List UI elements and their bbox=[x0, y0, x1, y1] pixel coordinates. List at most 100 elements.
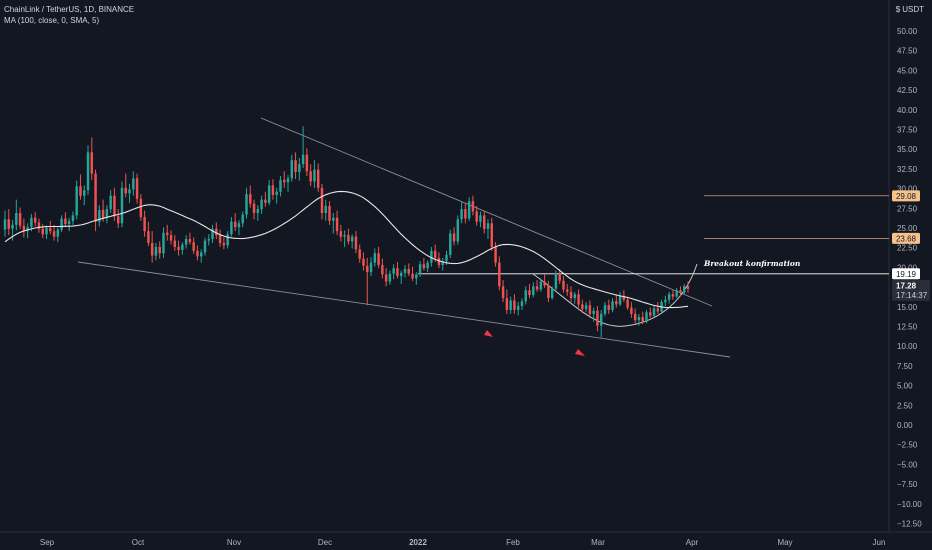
price-tag-label: 29.08 bbox=[896, 192, 917, 201]
candle-body bbox=[173, 240, 177, 247]
candle-body bbox=[41, 228, 44, 235]
price-tag-box bbox=[892, 268, 920, 280]
candle-body bbox=[415, 274, 418, 279]
candle bbox=[256, 205, 260, 221]
candle-body bbox=[324, 205, 327, 214]
price-tick-label: 35.00 bbox=[897, 145, 918, 154]
candle bbox=[532, 282, 535, 298]
candle bbox=[449, 229, 452, 258]
candle-body bbox=[362, 258, 365, 266]
candle-body bbox=[86, 152, 90, 191]
candle-body bbox=[67, 220, 71, 225]
candle-body bbox=[166, 232, 169, 236]
candle-body bbox=[471, 201, 475, 212]
candle-body bbox=[535, 286, 539, 290]
time-axis[interactable]: Sep Oct Nov Dec 2022 Feb Mar Apr May Jun bbox=[40, 538, 886, 547]
candle bbox=[52, 224, 56, 241]
candle bbox=[584, 302, 588, 313]
price-tag: 23.68 bbox=[892, 232, 920, 244]
currency-selector[interactable]: $ USDT bbox=[896, 5, 924, 14]
candle-body bbox=[60, 218, 63, 230]
candle-body bbox=[249, 194, 252, 204]
candle-body bbox=[411, 273, 414, 279]
candle-body bbox=[154, 246, 158, 256]
candle bbox=[381, 258, 384, 279]
time-tick-label: Dec bbox=[318, 538, 332, 547]
candle-body bbox=[181, 244, 184, 251]
candle bbox=[98, 205, 101, 227]
candle bbox=[294, 152, 297, 180]
candle bbox=[516, 302, 520, 316]
candle bbox=[452, 227, 456, 246]
candle-body bbox=[675, 290, 678, 297]
candle bbox=[347, 228, 350, 245]
candle bbox=[120, 181, 124, 228]
candle-body bbox=[147, 231, 150, 243]
candle-body bbox=[271, 185, 275, 195]
candle bbox=[147, 221, 150, 247]
candle-body bbox=[49, 228, 52, 232]
candle-body bbox=[381, 265, 384, 275]
candle bbox=[60, 215, 63, 232]
candle bbox=[615, 294, 618, 308]
candle bbox=[407, 263, 410, 277]
candle-body bbox=[120, 187, 124, 224]
candle bbox=[547, 280, 550, 303]
candle-body bbox=[22, 225, 26, 232]
candle bbox=[124, 173, 127, 198]
candle-body bbox=[188, 239, 192, 243]
candle bbox=[143, 210, 146, 237]
time-tick-label: Mar bbox=[591, 538, 605, 547]
candle-body bbox=[139, 198, 143, 217]
candle-body bbox=[569, 291, 573, 299]
candle bbox=[184, 235, 188, 249]
upper-trendline bbox=[260, 117, 713, 307]
symbol-title[interactable]: ChainLink / TetherUS, 1D, BINANCE bbox=[4, 5, 135, 14]
price-tick-label: 50.00 bbox=[897, 27, 918, 36]
candle bbox=[105, 205, 109, 224]
candle bbox=[683, 283, 686, 295]
candle-body bbox=[403, 268, 407, 273]
candle bbox=[252, 199, 256, 220]
candle bbox=[226, 231, 229, 249]
candle bbox=[392, 264, 395, 280]
candle-body bbox=[275, 191, 278, 195]
indicator-label[interactable]: MA (100, close, 0, SMA, 5) bbox=[4, 16, 100, 25]
candle bbox=[592, 307, 595, 322]
candle bbox=[505, 289, 509, 314]
candle-body bbox=[671, 294, 675, 297]
candle bbox=[633, 308, 637, 324]
candle bbox=[539, 278, 543, 292]
candle bbox=[415, 272, 418, 285]
candle bbox=[298, 157, 301, 181]
candle-body bbox=[350, 236, 354, 242]
candle-body bbox=[528, 290, 531, 295]
price-tick-label: 27.50 bbox=[897, 204, 918, 213]
candle-body bbox=[52, 231, 56, 237]
candle-body bbox=[641, 317, 644, 322]
candle bbox=[581, 299, 584, 314]
candle bbox=[399, 270, 403, 284]
candle-body bbox=[543, 281, 546, 286]
candle-body bbox=[494, 246, 497, 263]
candle-body bbox=[177, 246, 180, 251]
candle bbox=[460, 201, 463, 224]
candle-body bbox=[483, 215, 486, 229]
candle bbox=[249, 185, 252, 208]
price-tick-label: 0.00 bbox=[897, 421, 913, 430]
time-tick-label: 2022 bbox=[409, 538, 427, 547]
candle-body bbox=[452, 233, 456, 242]
candle-body bbox=[437, 257, 441, 266]
candle bbox=[196, 245, 199, 261]
candle-body bbox=[573, 294, 577, 299]
candle-body bbox=[667, 294, 671, 300]
candle-body bbox=[354, 236, 358, 250]
price-tick-label: 25.00 bbox=[897, 224, 918, 233]
candle bbox=[49, 220, 52, 235]
candle-body bbox=[347, 235, 350, 242]
candle-body bbox=[45, 228, 48, 235]
candle bbox=[173, 235, 177, 251]
candle-body bbox=[286, 178, 290, 183]
